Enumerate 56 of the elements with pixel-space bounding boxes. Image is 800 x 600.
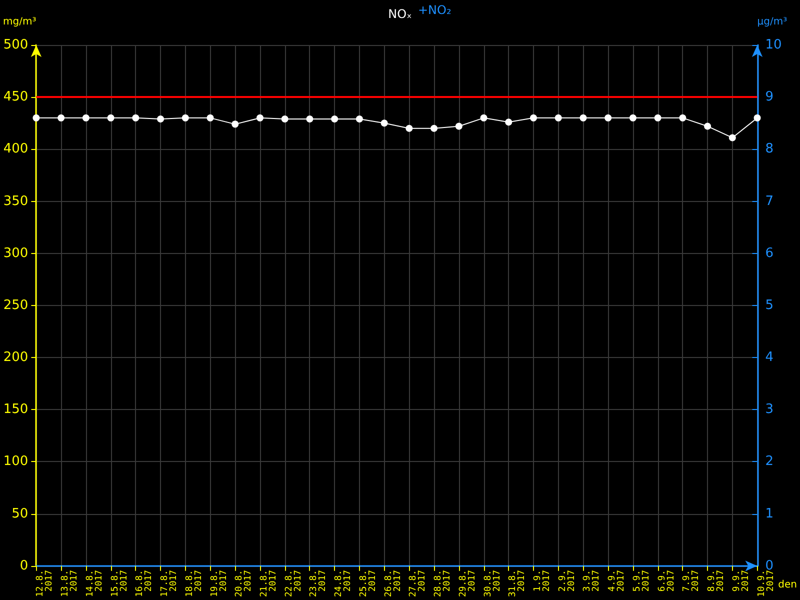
x-tick-label: 26.8. 2017 — [384, 570, 403, 597]
y2-tick-label: 9 — [765, 90, 774, 105]
x-tick-label: 10.9. 2017 — [756, 570, 776, 597]
x-tick-label: 18.8. 2017 — [184, 570, 204, 597]
x-tick-label: 2.9. 2017 — [558, 570, 577, 592]
y2-tick-label: 8 — [765, 142, 774, 157]
y-tick-label: 250 — [3, 298, 28, 313]
y2-tick-label: 7 — [765, 194, 774, 209]
x-tick-label: 22.8. 2017 — [284, 570, 304, 597]
x-tick-label: 8.9. 2017 — [707, 570, 726, 592]
x-tick-label: 25.8. 2017 — [358, 570, 378, 597]
y-tick-label: 0 — [20, 558, 28, 574]
x-tick-label: 17.8. 2017 — [160, 570, 180, 597]
y-tick-label: 200 — [3, 350, 28, 366]
x-tick-label: 31.8. 2017 — [508, 570, 528, 597]
x-tick-label: 5.9. 2017 — [632, 570, 652, 592]
x-tick-label: 24.8. 2017 — [334, 570, 354, 597]
y2-tick-label: 2 — [765, 454, 774, 470]
x-tick-label: 16.8. 2017 — [135, 570, 154, 597]
x-tick-label: 20.8. 2017 — [234, 570, 254, 597]
y-tick-label: 450 — [3, 90, 28, 105]
x-tick-label: 14.8. 2017 — [85, 570, 104, 597]
y2-tick-label: 1 — [765, 506, 774, 522]
x-tick-label: 7.9. 2017 — [682, 570, 702, 592]
x-axis-title: den — [778, 579, 798, 590]
x-tick-label: 29.8. 2017 — [458, 570, 478, 597]
x-tick-label: 9.9. 2017 — [732, 570, 751, 592]
y2-axis-title: µg/m³ — [757, 16, 788, 28]
x-tick-label: 6.9. 2017 — [657, 570, 676, 592]
x-tick-label: 19.8. 2017 — [210, 570, 229, 597]
x-tick-label: 30.8. 2017 — [483, 570, 502, 597]
x-tick-label: 12.8. 2017 — [36, 570, 55, 597]
x-tick-label: 21.8. 2017 — [259, 570, 278, 597]
x-tick-label: 3.9. 2017 — [582, 570, 602, 592]
x-tick-label: 1.9. 2017 — [532, 570, 552, 592]
y-tick-label: 500 — [3, 38, 28, 52]
y2-tick-label: 3 — [765, 402, 774, 418]
chart-title: NOₓ — [388, 7, 412, 21]
y-tick-label: 300 — [3, 246, 28, 261]
y-tick-label: 400 — [3, 142, 28, 157]
y2-tick-label: 6 — [765, 246, 774, 261]
y2-tick-label: 4 — [765, 350, 774, 366]
x-tick-label: 23.8. 2017 — [309, 570, 328, 597]
y-tick-label: 50 — [12, 506, 28, 522]
x-tick-label: 13.8. 2017 — [60, 570, 80, 597]
y2-tick-label: 10 — [765, 38, 782, 52]
y-tick-label: 350 — [3, 194, 28, 209]
y-axis-title: mg/m³ — [2, 16, 36, 28]
x-tick-label: 4.9. 2017 — [608, 570, 627, 592]
x-tick-label: 28.8. 2017 — [434, 570, 453, 597]
y-tick-label: 150 — [3, 402, 28, 418]
text: +NO₂ — [418, 3, 452, 17]
x-tick-label: 15.8. 2017 — [110, 570, 130, 597]
x-tick-label: 27.8. 2017 — [408, 570, 428, 597]
y-tick-label: 100 — [3, 454, 28, 470]
y2-tick-label: 5 — [765, 298, 774, 313]
